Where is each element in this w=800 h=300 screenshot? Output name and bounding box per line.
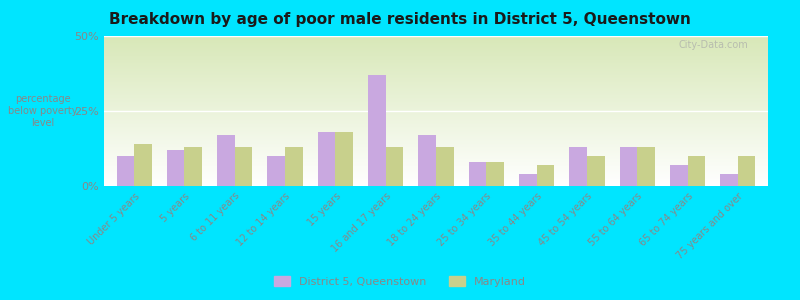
Bar: [418, 135, 436, 186]
Bar: [217, 135, 234, 186]
Bar: [386, 147, 403, 186]
Text: City-Data.com: City-Data.com: [678, 40, 748, 50]
Bar: [537, 165, 554, 186]
Bar: [134, 144, 152, 186]
Bar: [368, 75, 386, 186]
Bar: [117, 156, 134, 186]
Bar: [687, 156, 705, 186]
Text: percentage
below poverty
level: percentage below poverty level: [8, 94, 78, 128]
Bar: [318, 132, 335, 186]
Bar: [267, 156, 285, 186]
Legend: District 5, Queenstown, Maryland: District 5, Queenstown, Maryland: [270, 272, 530, 291]
Text: Breakdown by age of poor male residents in District 5, Queenstown: Breakdown by age of poor male residents …: [109, 12, 691, 27]
Bar: [285, 147, 302, 186]
Bar: [167, 150, 185, 186]
Bar: [469, 162, 486, 186]
Bar: [738, 156, 755, 186]
Bar: [185, 147, 202, 186]
Bar: [486, 162, 504, 186]
Bar: [620, 147, 638, 186]
Bar: [587, 156, 605, 186]
Bar: [720, 174, 738, 186]
Bar: [670, 165, 687, 186]
Bar: [234, 147, 252, 186]
Bar: [638, 147, 655, 186]
Bar: [335, 132, 353, 186]
Bar: [519, 174, 537, 186]
Bar: [570, 147, 587, 186]
Bar: [436, 147, 454, 186]
